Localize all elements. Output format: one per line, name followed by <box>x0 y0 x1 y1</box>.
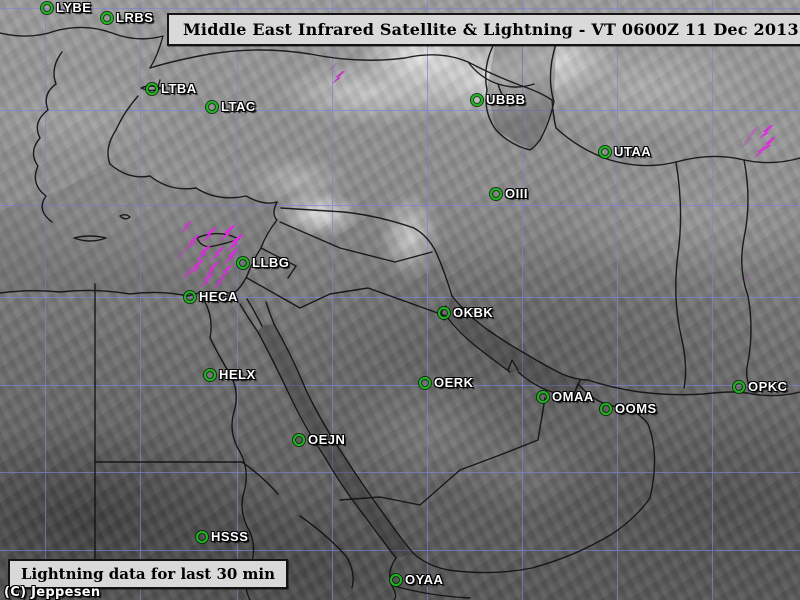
station-marker-icon <box>101 12 113 24</box>
lightning-bolt-icon <box>210 246 225 262</box>
lightning-legend-box: Lightning data for last 30 min <box>8 559 289 589</box>
station-label: OPKC <box>748 379 788 394</box>
station-marker-icon <box>537 391 549 403</box>
lightning-bolt-icon <box>758 124 773 140</box>
grid-line-vertical <box>427 0 428 600</box>
lightning-bolt-icon <box>174 248 187 261</box>
station-marker-icon <box>204 369 216 381</box>
grid-line-vertical <box>617 0 618 600</box>
lightning-bolt-icon <box>759 136 776 153</box>
station-marker-icon <box>41 2 53 14</box>
station-marker-icon <box>419 377 431 389</box>
station-label: UBBB <box>486 92 526 107</box>
grid-line-horizontal <box>0 8 800 9</box>
lightning-bolt-icon <box>204 261 219 277</box>
grid-line-horizontal <box>0 205 800 206</box>
station-label: HECA <box>199 289 238 304</box>
grid-line-vertical <box>45 0 46 600</box>
grid-line-vertical <box>140 0 141 600</box>
station-marker-icon <box>206 101 218 113</box>
grid-line-vertical <box>522 0 523 600</box>
station-label: OEJN <box>308 432 346 447</box>
station-marker-icon <box>599 146 611 158</box>
lightning-bolt-icon <box>331 70 345 85</box>
station-label: LRBS <box>116 10 154 25</box>
lightning-bolt-icon <box>328 62 338 72</box>
station-marker-icon <box>196 531 208 543</box>
station-label: OOMS <box>615 401 657 416</box>
sea-shading <box>0 40 588 558</box>
grid-line-horizontal <box>0 385 800 386</box>
lightning-bolt-icon <box>183 234 200 251</box>
lightning-bolt-icon <box>742 274 751 283</box>
lightning-bolt-icon <box>199 272 214 288</box>
lightning-bolt-icon <box>218 225 236 242</box>
grid-line-horizontal <box>0 550 800 551</box>
lightning-bolt-icon <box>194 245 212 262</box>
lightning-legend-text: Lightning data for last 30 min <box>21 565 276 583</box>
lightning-bolt-icon <box>218 264 233 280</box>
station-label: LTBA <box>161 81 197 96</box>
lightning-bolt-icon <box>225 234 244 253</box>
lightning-bolt-icon <box>179 220 193 234</box>
station-label: LLBG <box>252 255 290 270</box>
station-label: UTAA <box>614 144 652 159</box>
station-marker-icon <box>600 403 612 415</box>
lightning-bolt-icon <box>212 276 226 290</box>
station-label: OMAA <box>552 389 594 404</box>
station-marker-icon <box>184 291 196 303</box>
lightning-bolt-icon <box>740 136 752 149</box>
station-marker-icon <box>471 94 483 106</box>
station-label: LYBE <box>56 0 92 15</box>
station-label: HSSS <box>211 529 249 544</box>
station-marker-icon <box>733 381 745 393</box>
grid-line-vertical <box>712 0 713 600</box>
station-label: OERK <box>434 375 474 390</box>
lightning-bolt-icon <box>180 266 194 281</box>
grid-line-horizontal <box>0 110 800 111</box>
station-marker-icon <box>146 83 158 95</box>
lightning-bolt-icon <box>746 126 759 139</box>
grid-line-horizontal <box>0 472 800 473</box>
station-label: HELX <box>219 367 256 382</box>
station-marker-icon <box>390 574 402 586</box>
grid-line-horizontal <box>0 297 800 298</box>
station-marker-icon <box>438 307 450 319</box>
station-marker-icon <box>237 257 249 269</box>
copyright-text: (C) Jeppesen <box>4 585 101 600</box>
station-label: LTAC <box>221 99 256 114</box>
title-box: Middle East Infrared Satellite & Lightni… <box>167 13 800 46</box>
lightning-bolt-icon <box>222 248 239 265</box>
lightning-bolt-icon <box>187 259 205 276</box>
lightning-bolt-icon <box>200 226 217 243</box>
map-line-work <box>0 26 800 600</box>
station-label: OIII <box>505 186 528 201</box>
grid-line-vertical <box>332 0 333 600</box>
station-label: OYAA <box>405 572 444 587</box>
grid-line-vertical <box>237 0 238 600</box>
station-marker-icon <box>293 434 305 446</box>
station-label: OKBK <box>453 305 494 320</box>
lightning-bolt-icon <box>753 145 767 159</box>
chart-title: Middle East Infrared Satellite & Lightni… <box>183 20 799 39</box>
station-marker-icon <box>490 188 502 200</box>
